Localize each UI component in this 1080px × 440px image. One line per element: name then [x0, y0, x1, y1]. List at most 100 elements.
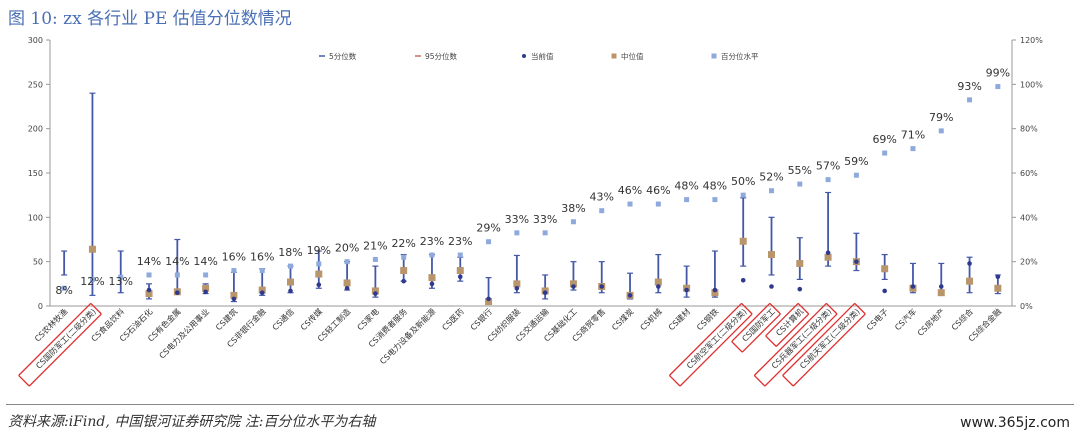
category-label: CS电力及公用事业	[157, 306, 211, 360]
median-point	[513, 280, 521, 288]
current-point	[146, 287, 152, 293]
percentile-label: 71%	[901, 129, 925, 142]
category-label: CS通信	[270, 306, 296, 332]
category-label: CS电子	[864, 306, 890, 332]
percentile-point	[457, 252, 463, 258]
legend-label-p95: 95分位数	[425, 51, 458, 61]
percentile-point	[486, 239, 492, 245]
percentile-label: 59%	[844, 155, 868, 168]
current-point	[769, 284, 774, 289]
current-point	[627, 293, 633, 298]
percentile-point	[118, 274, 124, 280]
percentile-label: 16%	[250, 251, 274, 264]
current-point	[457, 274, 463, 280]
percentile-point	[684, 197, 690, 203]
right-tick-label: 100%	[1020, 80, 1043, 89]
percentile-point	[797, 181, 803, 187]
category-label: CS汽车	[892, 306, 918, 332]
percentile-label: 20%	[335, 242, 359, 255]
watermark: www.365jz.com	[960, 415, 1070, 431]
current-point	[203, 289, 208, 295]
percentile-point	[231, 268, 237, 274]
percentile-label: 69%	[872, 133, 896, 146]
category-label: CS房地产	[915, 306, 947, 338]
percentile-point	[259, 268, 265, 274]
median-point	[768, 251, 775, 259]
median-point	[937, 289, 945, 297]
chart-title: 图 10: zx 各行业 PE 估值分位数情况	[8, 9, 292, 29]
current-point	[288, 288, 293, 294]
highlight-box	[754, 303, 838, 387]
percentile-point	[995, 84, 1001, 90]
percentile-point	[712, 197, 718, 203]
category-label: CS银行	[468, 306, 494, 332]
percentile-point	[967, 97, 973, 103]
current-point	[599, 284, 605, 289]
percentile-point	[174, 272, 180, 278]
percentile-point	[203, 272, 209, 278]
category-label: CS医药	[440, 306, 466, 332]
left-tick-label: 300	[28, 36, 43, 45]
left-tick-label: 50	[33, 258, 43, 267]
percentile-label: 14%	[193, 255, 217, 268]
current-point	[571, 284, 576, 289]
current-point	[797, 286, 803, 292]
percentile-point	[740, 192, 746, 198]
percentile-label: 46%	[646, 184, 670, 197]
percentile-point	[89, 276, 95, 282]
current-point	[854, 259, 859, 264]
percentile-label: 16%	[222, 251, 246, 264]
percentile-label: 38%	[561, 202, 585, 215]
current-point	[316, 282, 322, 288]
median-point	[400, 267, 408, 275]
left-tick-label: 100	[28, 213, 43, 222]
percentile-point	[288, 263, 293, 269]
legend-symbol-current	[522, 54, 526, 58]
percentile-label: 14%	[137, 255, 161, 268]
percentile-point	[627, 201, 633, 207]
percentile-point	[655, 201, 661, 207]
percentile-label: 57%	[816, 160, 840, 173]
highlight-box	[765, 303, 809, 347]
right-tick-label: 80%	[1020, 125, 1038, 134]
percentile-point	[938, 128, 944, 134]
median-point	[569, 280, 577, 288]
median-point	[371, 287, 379, 295]
percentile-label: 8%	[55, 284, 72, 297]
percentile-label: 48%	[703, 180, 727, 193]
pe-valuation-chart: 0 50 100 150 200 250 300 0% 20% 40% 60% 80% 100% 120%…	[18, 36, 1043, 387]
percentile-label: 79%	[929, 111, 953, 124]
divider	[6, 404, 1074, 405]
current-point	[542, 290, 548, 296]
median-point	[456, 267, 464, 275]
percentile-point	[853, 172, 859, 178]
percentile-label: 55%	[788, 164, 812, 177]
percentile-label: 12%	[80, 275, 104, 288]
legend-label-med: 中位值	[621, 51, 644, 61]
percentile-point	[146, 272, 152, 278]
median-point	[287, 278, 294, 286]
median-point	[654, 278, 662, 286]
left-tick-label: 0	[38, 302, 43, 311]
legend-symbol-median	[611, 53, 617, 59]
median-point	[315, 270, 323, 278]
percentile-label: 52%	[759, 171, 783, 184]
current-point	[740, 277, 746, 283]
category-label: CS综合	[949, 306, 975, 332]
percentile-point	[542, 230, 548, 236]
percentile-label: 29%	[476, 222, 500, 235]
current-point	[910, 284, 916, 289]
current-point	[231, 296, 237, 302]
category-label: CS电力设备及新能源	[378, 306, 438, 366]
median-point	[485, 298, 493, 306]
legend-label-pct: 百分位水平	[721, 51, 759, 61]
legend-label-cur: 当前值	[531, 51, 554, 61]
category-label: CS建筑	[213, 306, 239, 332]
right-tick-label: 60%	[1020, 169, 1038, 178]
median-point	[258, 286, 266, 294]
percentile-point	[316, 261, 322, 267]
median-point	[230, 291, 238, 299]
highlight-box	[782, 303, 866, 387]
percentile-label: 23%	[448, 235, 472, 248]
right-tick-label: 120%	[1020, 36, 1043, 45]
